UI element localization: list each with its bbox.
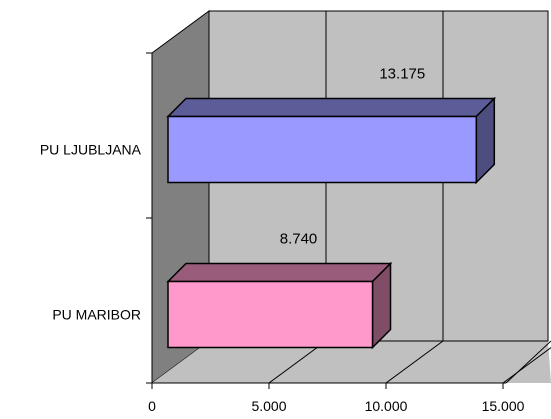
bar-front-face (167, 115, 478, 184)
bar-front-face (167, 280, 374, 349)
x-tick-label: 10.000 (365, 398, 408, 414)
bars (166, 96, 497, 350)
labels: 0 5.000 10.000 15.000 PU LJUBLJANA 13.175 PU M… (40, 66, 525, 415)
floor-gridline (385, 340, 444, 384)
x-tick-label: 5.000 (251, 398, 286, 414)
data-label: 8.740 (280, 231, 318, 248)
axes (146, 52, 551, 389)
bar-pu-ljubljana (166, 96, 497, 185)
data-label: 13.175 (379, 66, 425, 83)
category-label: PU LJUBLJANA (40, 142, 142, 158)
bar-pu-maribor (166, 261, 393, 350)
floor (152, 341, 551, 383)
floor-right-edge (505, 340, 551, 384)
category-label: PU MARIBOR (52, 307, 141, 323)
bar-top-face (166, 262, 393, 283)
bar-top-face (166, 97, 497, 118)
x-tick-label: 0 (148, 398, 156, 414)
x-tick-label: 15.000 (482, 398, 525, 414)
